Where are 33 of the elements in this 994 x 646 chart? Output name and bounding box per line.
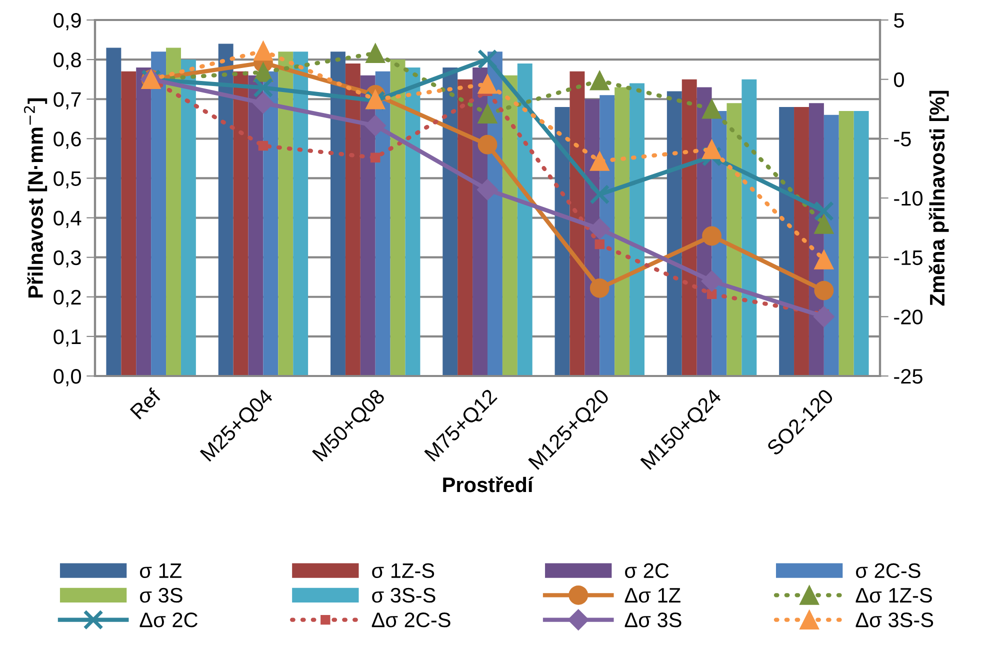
legend-label: σ 3S xyxy=(140,588,182,603)
y-tick-label: 0,9 xyxy=(54,13,81,30)
y-tick-label: 0,3 xyxy=(54,250,81,268)
y2-tick-label: -5 xyxy=(894,132,911,146)
y-tick-label: 0,0 xyxy=(54,369,81,386)
y2-tick-label: -25 xyxy=(894,369,922,384)
y-tick-label: 0,1 xyxy=(54,329,81,347)
legend-label: σ 1Z-S xyxy=(372,563,434,578)
y2-tick-label: 5 xyxy=(894,13,904,28)
y-axis-title: Přilnavost [N·mm$^{−2}$] xyxy=(24,98,48,298)
y2-tick-label: -20 xyxy=(894,310,922,324)
legend-label: σ 2C xyxy=(625,563,669,578)
y2-axis-title: Změna přilnavosti [%] xyxy=(928,90,949,306)
y-tick-label: 0,4 xyxy=(54,210,82,228)
y-tick-label: 0,7 xyxy=(54,92,81,110)
x-tick-label: Ref xyxy=(129,387,162,420)
y2-tick-label: -10 xyxy=(894,191,922,206)
legend-label: σ 2C-S xyxy=(856,563,920,578)
legend-label: Δσ 2C-S xyxy=(372,612,450,628)
y-tick-label: 0,2 xyxy=(54,290,81,308)
x-axis-title: Prostředí xyxy=(443,476,534,492)
y-tick-label: 0,6 xyxy=(54,132,81,149)
legend-label: Δσ 2C xyxy=(140,612,198,628)
y-tick-label: 0,8 xyxy=(54,52,81,70)
y2-tick-label: -15 xyxy=(894,250,922,266)
legend-label: σ 1Z xyxy=(140,564,182,578)
legend-label: Δσ 1Z xyxy=(624,588,680,603)
legend-label: σ 3S-S xyxy=(372,588,436,603)
y-tick-label: 0,5 xyxy=(54,171,81,188)
legend-label: Δσ 3S-S xyxy=(856,612,934,628)
legend-label: Δσ 1Z-S xyxy=(856,588,932,603)
y2-tick-label: 0 xyxy=(894,72,904,88)
legend-label: Δσ 3S xyxy=(624,612,682,628)
